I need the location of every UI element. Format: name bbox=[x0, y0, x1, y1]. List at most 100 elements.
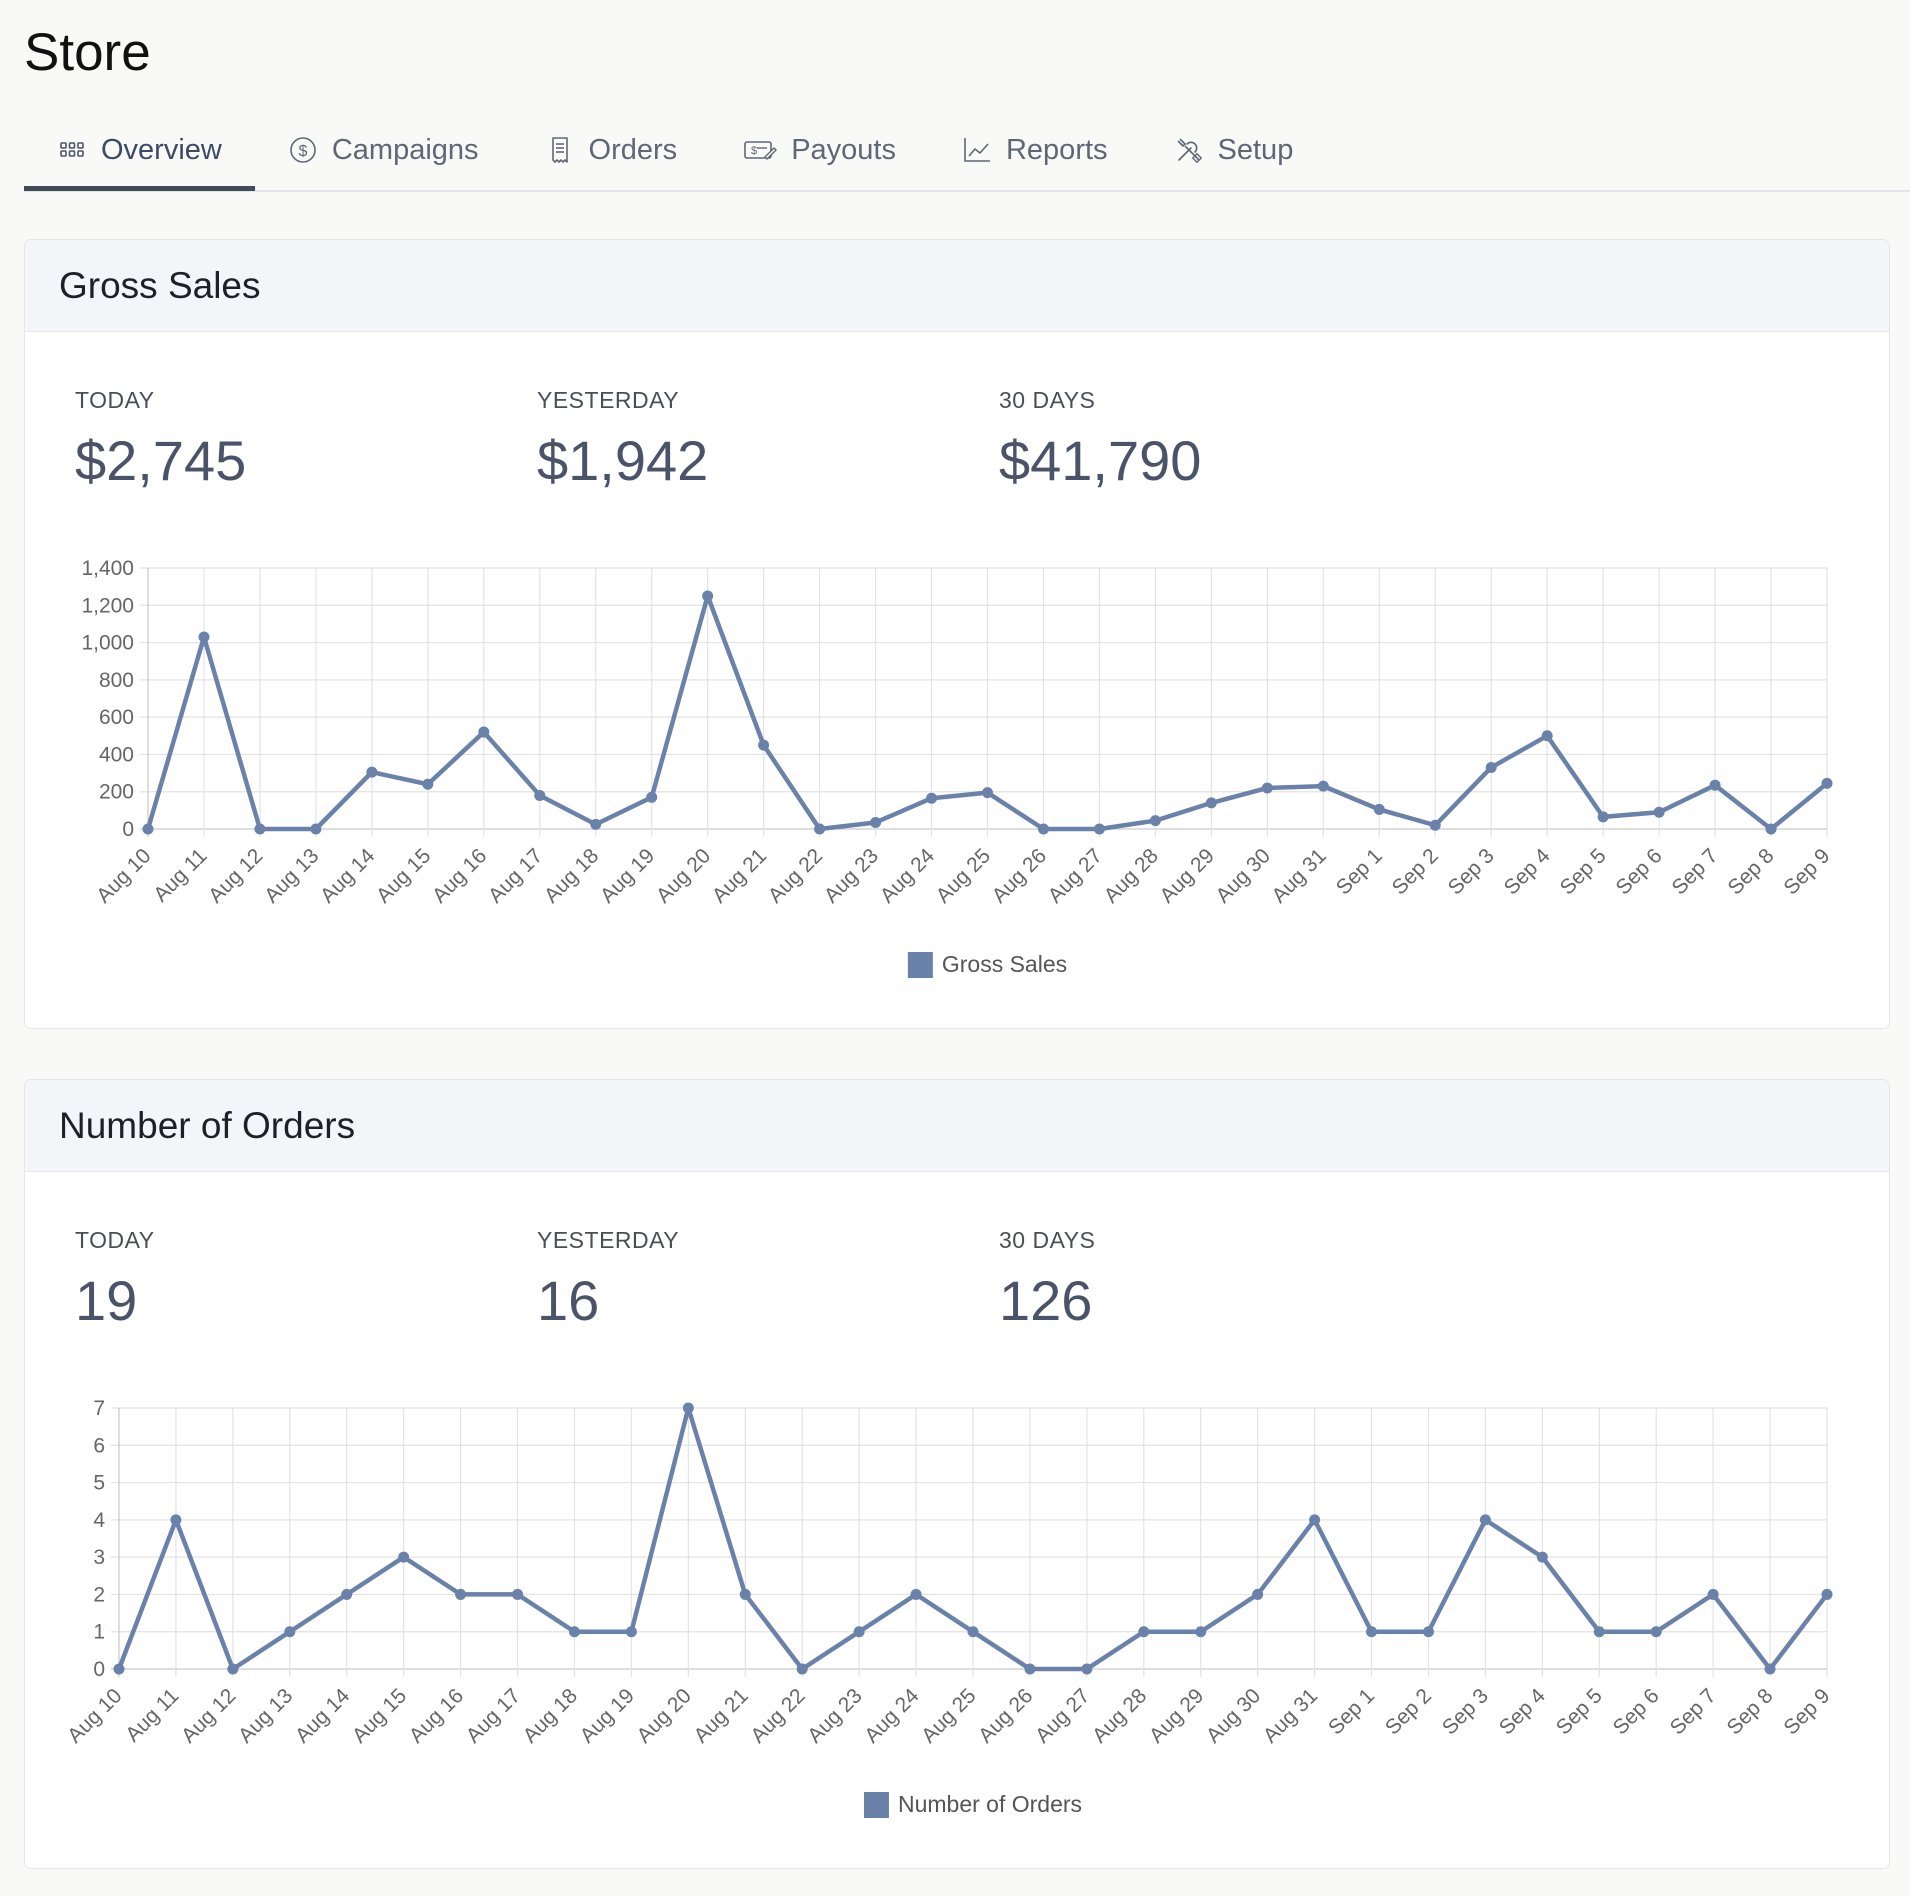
stat-yesterday: YESTERDAY $1,942 bbox=[537, 387, 708, 493]
data-point[interactable] bbox=[310, 823, 322, 835]
data-point[interactable] bbox=[198, 631, 210, 643]
data-point[interactable] bbox=[1821, 1588, 1833, 1600]
orders-chart-area: 0 1 2 3 4 5 6 7 Aug 10 Aug 11 Aug 12 Aug 13 Aug 14 Au… bbox=[25, 1380, 1889, 1860]
data-point[interactable] bbox=[1764, 1663, 1776, 1675]
x-tick-label: Sep 2 bbox=[1388, 844, 1443, 899]
data-point[interactable] bbox=[1252, 1588, 1264, 1600]
data-point[interactable] bbox=[1195, 1626, 1207, 1638]
data-point[interactable] bbox=[1485, 761, 1497, 773]
data-point[interactable] bbox=[227, 1663, 239, 1675]
data-point[interactable] bbox=[341, 1588, 353, 1600]
data-point[interactable] bbox=[1093, 823, 1105, 835]
legend-label: Number of Orders bbox=[898, 1791, 1082, 1817]
data-point[interactable] bbox=[870, 816, 882, 828]
data-point[interactable] bbox=[1653, 806, 1665, 818]
data-point[interactable] bbox=[1037, 823, 1049, 835]
data-point[interactable] bbox=[113, 1663, 125, 1675]
legend-swatch[interactable] bbox=[907, 952, 933, 978]
x-tick-label: Aug 28 bbox=[1100, 844, 1163, 907]
data-point[interactable] bbox=[982, 787, 993, 799]
stat-label: TODAY bbox=[75, 387, 155, 413]
stat-label: YESTERDAY bbox=[537, 387, 680, 413]
data-point[interactable] bbox=[646, 791, 658, 803]
tab-setup[interactable]: Setup bbox=[1141, 112, 1327, 188]
data-point[interactable] bbox=[1429, 819, 1441, 831]
data-point[interactable] bbox=[702, 590, 714, 602]
data-point[interactable] bbox=[284, 1626, 296, 1638]
data-point[interactable] bbox=[1366, 1626, 1378, 1638]
x-tick-label: Sep 3 bbox=[1444, 844, 1499, 899]
x-tick-label: Sep 9 bbox=[1779, 1684, 1834, 1739]
y-tick-label: 6 bbox=[93, 1434, 105, 1457]
data-point[interactable] bbox=[534, 789, 546, 801]
x-tick-label: Aug 15 bbox=[348, 1684, 411, 1747]
data-point[interactable] bbox=[1479, 1514, 1491, 1526]
data-point[interactable] bbox=[1709, 779, 1721, 791]
data-point[interactable] bbox=[1317, 780, 1329, 792]
x-tick-label: Aug 14 bbox=[316, 844, 380, 908]
data-point[interactable] bbox=[590, 818, 602, 830]
data-point[interactable] bbox=[422, 778, 434, 790]
data-point[interactable] bbox=[1707, 1588, 1719, 1600]
data-point[interactable] bbox=[1597, 811, 1609, 823]
stat-label: TODAY bbox=[75, 1227, 155, 1253]
page-title: Store bbox=[24, 23, 151, 82]
x-tick-label: Aug 10 bbox=[92, 844, 155, 907]
x-tick-label: Aug 17 bbox=[462, 1684, 525, 1747]
data-point[interactable] bbox=[1373, 803, 1385, 815]
data-point[interactable] bbox=[625, 1626, 637, 1638]
tab-overview[interactable]: Overview bbox=[24, 112, 255, 191]
data-point[interactable] bbox=[170, 1514, 182, 1526]
data-point[interactable] bbox=[926, 792, 938, 804]
gross-sales-chart-area: 0 200 400 600 800 1,000 1,200 1,400 Aug 10 Aug 11… bbox=[25, 540, 1889, 1020]
data-point[interactable] bbox=[853, 1626, 865, 1638]
data-point[interactable] bbox=[1205, 797, 1217, 809]
data-point[interactable] bbox=[1081, 1663, 1093, 1675]
data-point[interactable] bbox=[142, 823, 154, 835]
x-tick-label: Aug 20 bbox=[652, 844, 715, 907]
data-point[interactable] bbox=[568, 1626, 580, 1638]
data-point[interactable] bbox=[1149, 815, 1161, 827]
y-tick-label: 0 bbox=[93, 1658, 105, 1681]
data-point[interactable] bbox=[1650, 1626, 1662, 1638]
data-point[interactable] bbox=[1024, 1663, 1036, 1675]
x-tick-label: Sep 3 bbox=[1438, 1684, 1493, 1739]
data-point[interactable] bbox=[254, 823, 266, 835]
data-point[interactable] bbox=[1309, 1514, 1321, 1526]
data-point[interactable] bbox=[478, 726, 490, 738]
data-point[interactable] bbox=[1765, 823, 1777, 835]
data-point[interactable] bbox=[398, 1551, 410, 1563]
y-tick-label: 2 bbox=[93, 1583, 105, 1606]
data-point[interactable] bbox=[366, 766, 378, 778]
tab-label: Payouts bbox=[791, 133, 896, 166]
tab-orders[interactable]: Orders bbox=[512, 112, 711, 188]
x-tick-label: Aug 16 bbox=[428, 844, 491, 907]
x-tick-label: Aug 18 bbox=[540, 844, 603, 907]
data-point[interactable] bbox=[1821, 777, 1833, 789]
data-point[interactable] bbox=[1593, 1626, 1605, 1638]
data-point[interactable] bbox=[682, 1402, 694, 1414]
tab-campaigns[interactable]: $ Campaigns bbox=[255, 112, 512, 188]
data-point[interactable] bbox=[814, 823, 826, 835]
tab-payouts[interactable]: $ Payouts bbox=[710, 112, 929, 188]
data-point[interactable] bbox=[1138, 1626, 1150, 1638]
data-point[interactable] bbox=[739, 1588, 751, 1600]
x-tick-label: Sep 5 bbox=[1552, 1684, 1607, 1739]
data-point[interactable] bbox=[796, 1663, 808, 1675]
x-tick-label: Aug 15 bbox=[372, 844, 435, 907]
tab-reports[interactable]: Reports bbox=[929, 112, 1141, 188]
data-point[interactable] bbox=[455, 1588, 467, 1600]
legend-swatch[interactable] bbox=[863, 1792, 889, 1818]
data-point[interactable] bbox=[1261, 782, 1273, 794]
data-point[interactable] bbox=[1422, 1626, 1434, 1638]
y-tick-label: 1,400 bbox=[81, 557, 134, 580]
data-point[interactable] bbox=[512, 1588, 524, 1600]
x-tick-label: Aug 22 bbox=[746, 1684, 809, 1747]
data-point[interactable] bbox=[1541, 730, 1553, 742]
data-point[interactable] bbox=[1536, 1551, 1548, 1563]
line-chart-icon bbox=[964, 138, 990, 162]
data-point[interactable] bbox=[910, 1588, 922, 1600]
data-point[interactable] bbox=[758, 739, 770, 751]
gross-sales-card: Gross Sales TODAY $2,745 YESTERDAY $1,94… bbox=[24, 239, 1890, 1029]
data-point[interactable] bbox=[967, 1626, 979, 1638]
